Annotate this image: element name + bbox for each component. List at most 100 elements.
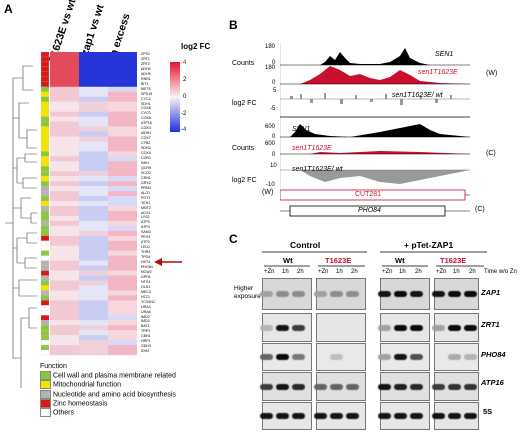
heatmap-cell [79,52,108,58]
gene-label: YEH1 [141,200,151,205]
heatmap-cell [108,111,137,117]
function-cell [40,255,50,261]
heatmap-cell [108,161,137,167]
heatmap-cell [50,52,79,58]
row-label-atp16: ATP16 [481,378,504,387]
heatmap-cell [108,340,137,346]
heatmap-cell [79,151,108,157]
gene-label: SAM3 [141,230,151,235]
blot-band [260,354,273,360]
heatmap-cell [50,126,79,132]
heatmap-cell [50,91,79,97]
heatmap-cell [50,166,79,172]
row-label-5s: 5S [483,407,493,416]
blot-band [330,413,343,419]
dendrogram [5,65,37,388]
function-cell [40,240,50,247]
heatmap-cell [79,235,108,241]
gene-label: MDH1 [141,131,152,136]
blot-band [410,413,423,419]
heatmap-cell [50,171,79,177]
heatmap-cell [79,81,108,87]
heatmap-cell [108,325,137,331]
blot-band [394,413,407,419]
function-cell [40,295,50,301]
gene-label: MEC3 [141,289,151,294]
heatmap-cell [50,201,79,207]
heatmap-cell [50,191,79,197]
heatmap-cell [108,166,137,172]
heatmap-cell [50,205,79,212]
function-cell [40,280,50,286]
function-cell [40,56,50,63]
gene-label: SDH3 [141,146,151,151]
function-cell [40,111,50,117]
blot-band [464,413,477,419]
blot-band [394,383,407,390]
gene-label: OLD1 [141,284,151,289]
label-w-mut: sen1T1623E [418,69,458,76]
gene-label: TRP3 [141,329,151,334]
heatmap-cell [50,285,79,291]
heatmap-cell [50,275,79,281]
heatmap-cell [50,61,79,68]
heatmap-cell [50,345,79,351]
heatmap-cell [79,275,108,281]
heatmap-cell [79,310,108,316]
c-coverage-wt [280,124,470,137]
heatmap-cell [50,71,79,78]
heatmap-cell [79,315,108,321]
row-label-pho84: PHO84 [481,350,506,359]
blot-band [292,413,305,419]
heatmap-cell [50,305,79,311]
heatmap-cell [108,52,137,58]
function-cell [40,275,50,281]
gene-label: URA8 [141,309,151,314]
heatmap-cell [50,210,79,217]
function-cell [40,106,50,112]
blot-band [410,383,423,390]
heatmap-cell [108,205,137,212]
heatmap-cell [108,61,137,68]
function-cell [40,71,50,78]
heatmap-cell [108,290,137,296]
heatmap-cell [108,196,137,202]
blot-band [276,354,289,360]
legend-swatch [40,371,51,380]
gene-label: COX7 [141,136,151,141]
c-coverage-mut [280,151,470,154]
blot-band [314,383,327,390]
heatmap-cell [79,171,108,177]
gene-label: HTZ1 [141,294,150,299]
heatmap-cell [50,320,79,326]
heatmap-cell [79,260,108,266]
gene-label: BIT1 [141,81,149,86]
function-cell [40,270,50,276]
function-legend: Function Cell wall and plasma membrane r… [40,362,176,418]
gene-label: GDH3 [141,344,151,349]
gene-label: ZPS1 [141,52,150,56]
heatmap-cell [50,56,79,63]
heatmap-cell [108,126,137,132]
function-cell [40,195,50,202]
heatmap-cell [108,176,137,182]
lane-label: 1h [282,269,289,275]
c-track1-zero: 0 [272,134,276,140]
gene-label: CYC2 [141,96,151,101]
higher-exposure-label: Higher exposure [234,285,261,300]
function-cell [40,96,50,102]
function-cell [40,205,50,212]
w-track2-max: 180 [265,65,276,71]
lane-label: +Zn [264,269,275,275]
heatmap-cell [79,240,108,246]
heatmap-cell [108,345,137,351]
heatmap-cell [79,96,108,102]
heatmap-cell [79,76,108,83]
blot-band [314,291,327,297]
heatmap-cell [79,210,108,217]
heatmap-cell [50,76,79,83]
gene-label: PEX3 [141,235,151,240]
lane-label: 2h [297,269,304,275]
heatmap-cell [79,196,108,202]
label-w-sen1: SEN1 [435,51,454,58]
